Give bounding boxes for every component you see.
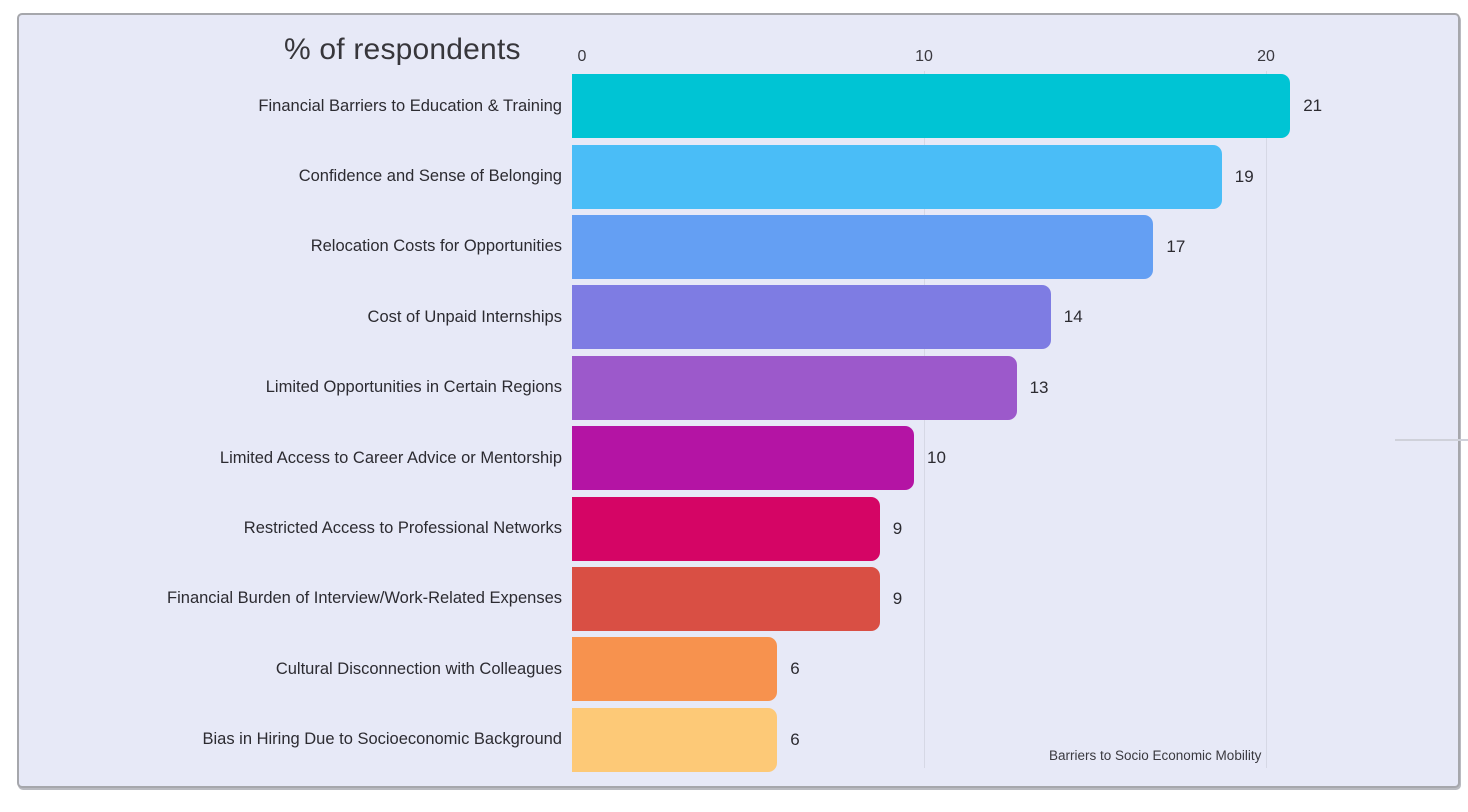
chart-card: % of respondents 0 10 20 Financial Barrier… <box>17 13 1460 788</box>
bar-value-label: 14 <box>1063 307 1083 327</box>
bar <box>572 285 1051 350</box>
bar-row: Bias in Hiring Due to Socioeconomic Back… <box>19 705 1458 775</box>
bar <box>572 637 778 702</box>
category-label: Limited Access to Career Advice or Mento… <box>219 448 562 467</box>
bar-track: 9 <box>572 496 1458 561</box>
bar-row: Limited Opportunities in Certain Regions… <box>19 353 1458 423</box>
bar-row: Limited Access to Career Advice or Mento… <box>19 423 1458 493</box>
bar <box>572 214 1154 279</box>
bar-track: 17 <box>572 214 1458 279</box>
bar-track: 19 <box>572 144 1458 209</box>
category-label: Bias in Hiring Due to Socioeconomic Back… <box>202 730 562 749</box>
bar <box>572 707 778 772</box>
category-label: Confidence and Sense of Belonging <box>298 167 562 186</box>
bar <box>572 144 1222 209</box>
bar <box>572 426 914 491</box>
chart-title: % of respondents <box>284 33 521 66</box>
bar-value-label: 19 <box>1234 166 1254 186</box>
bar-row: Financial Burden of Interview/Work-Relat… <box>19 564 1458 634</box>
bar-value-label: 13 <box>1029 377 1049 397</box>
chart-caption: Barriers to Socio Economic Mobility <box>1049 748 1262 763</box>
bar-value-label: 21 <box>1303 96 1323 116</box>
bar-value-label: 6 <box>790 729 800 749</box>
bar-track: 10 <box>572 426 1458 491</box>
bar-value-label: 9 <box>892 518 903 538</box>
bar-row: Cultural Disconnection with Colleagues 6 <box>19 634 1458 704</box>
stray-line-artifact <box>1395 439 1468 441</box>
bar-track: 14 <box>572 285 1458 350</box>
bar-value-label: 9 <box>892 588 903 608</box>
gridline <box>1266 71 1267 768</box>
bar-track: 6 <box>572 707 1458 772</box>
bar-track: 21 <box>572 74 1458 139</box>
category-label: Restricted Access to Professional Networ… <box>243 519 562 538</box>
bar-track: 13 <box>572 355 1458 420</box>
bar <box>572 355 1017 420</box>
bar-row: Confidence and Sense of Belonging 19 <box>19 141 1458 211</box>
x-tick-label: 0 <box>577 48 587 65</box>
bar-chart-plot: 0 10 20 Financial Barriers to Education & … <box>167 15 1458 786</box>
category-label: Limited Opportunities in Certain Regions <box>265 378 562 397</box>
bar-row: Cost of Unpaid Internships 14 <box>19 282 1458 352</box>
bar-value-label: 17 <box>1166 236 1186 256</box>
bar <box>572 496 880 561</box>
bar-track: 9 <box>572 566 1458 631</box>
category-label: Cost of Unpaid Internships <box>367 307 562 326</box>
bar-track: 6 <box>572 637 1458 702</box>
bar-row: Restricted Access to Professional Networ… <box>19 493 1458 563</box>
bar-row: Financial Barriers to Education & Traini… <box>19 71 1458 141</box>
category-label: Financial Burden of Interview/Work-Relat… <box>167 589 562 608</box>
bar-value-label: 6 <box>790 659 800 679</box>
x-tick-label: 10 <box>915 48 933 65</box>
bar-row: Relocation Costs for Opportunities 17 <box>19 212 1458 282</box>
category-label: Cultural Disconnection with Colleagues <box>275 659 562 678</box>
bar-rows: Financial Barriers to Education & Traini… <box>167 71 1458 775</box>
x-tick-label: 20 <box>1257 48 1275 65</box>
category-label: Financial Barriers to Education & Traini… <box>258 96 562 115</box>
bar-value-label: 10 <box>927 448 946 468</box>
bar <box>572 566 880 631</box>
category-label: Relocation Costs for Opportunities <box>310 237 562 256</box>
bar <box>572 74 1291 139</box>
